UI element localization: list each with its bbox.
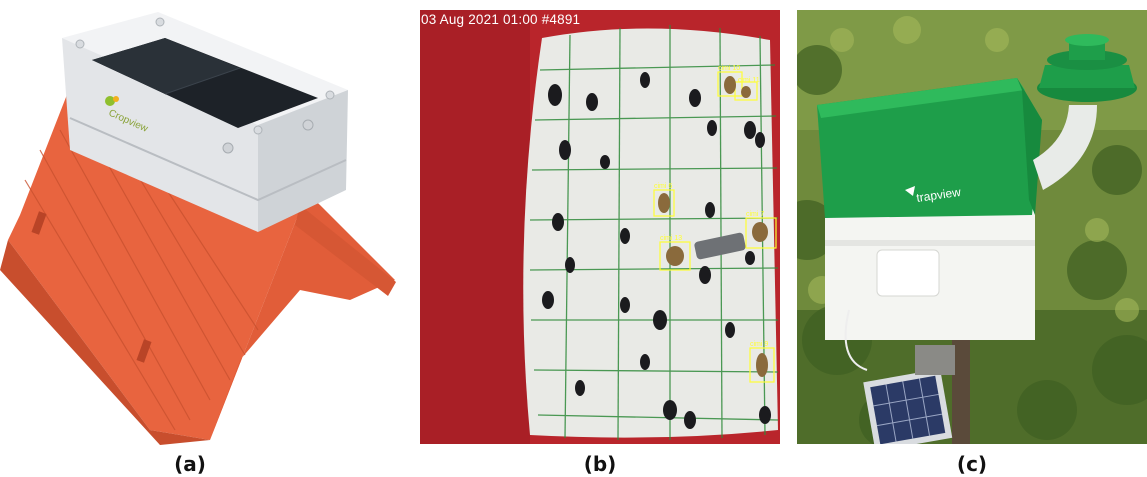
- detection-label: cimi 9: [750, 341, 768, 348]
- panel-a-photo: Cropview: [0, 0, 400, 445]
- cropview-trap-image: Cropview: [0, 0, 400, 445]
- trapview-logo: trapview: [905, 185, 962, 205]
- camera-timestamp: 03 Aug 2021 01:00 #4891: [421, 12, 581, 27]
- panel-c-photo: trapview: [777, 10, 1147, 452]
- detection-label: cimi 13: [660, 235, 682, 242]
- panel-c-caption: (c): [956, 452, 988, 476]
- sticky-trap-camera-image: cimi 10 cimi 11 cimi 6 cimi 7 cimi 13 ci…: [420, 10, 780, 444]
- panel-b-photo: cimi 10 cimi 11 cimi 6 cimi 7 cimi 13 ci…: [420, 10, 780, 444]
- panel-a-caption: (a): [174, 452, 206, 476]
- detection-label: cimi 7: [746, 211, 764, 218]
- detection-label: cimi 6: [654, 183, 672, 190]
- svg-text:trapview: trapview: [915, 185, 962, 205]
- detection-label: cimi 11: [738, 77, 760, 84]
- detection-label: cimi 10: [718, 65, 740, 72]
- trapview-device-image: trapview: [777, 10, 1147, 452]
- panel-b-caption: (b): [583, 452, 617, 476]
